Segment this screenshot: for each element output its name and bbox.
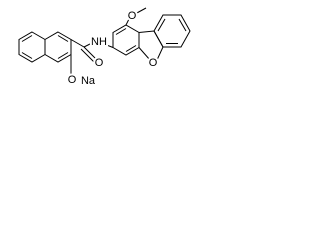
atom-label: Na bbox=[81, 75, 96, 87]
bond bbox=[138, 47, 151, 61]
double-bond bbox=[125, 45, 137, 52]
atom-label: O bbox=[128, 10, 137, 22]
double-bond bbox=[178, 18, 187, 32]
double-bond bbox=[57, 35, 69, 42]
bond bbox=[134, 7, 147, 15]
ring bbox=[153, 14, 191, 48]
double-bond bbox=[21, 35, 33, 42]
atom-label: O bbox=[95, 57, 104, 69]
double-bond bbox=[80, 48, 95, 63]
double-bond bbox=[57, 52, 69, 59]
atom-label: NH bbox=[91, 36, 107, 48]
ring bbox=[44, 31, 72, 63]
bond bbox=[103, 43, 114, 48]
atom-label: O bbox=[68, 74, 77, 86]
ring bbox=[112, 24, 140, 56]
double-bond bbox=[157, 18, 166, 32]
atom-label: O bbox=[149, 57, 158, 69]
page: O NH O O O Na (() => { const data = JSON… bbox=[0, 0, 320, 100]
double-bond bbox=[115, 28, 127, 35]
ring bbox=[18, 31, 46, 63]
bond bbox=[70, 39, 85, 48]
bond bbox=[125, 18, 130, 26]
bond bbox=[83, 46, 98, 61]
bond bbox=[83, 41, 95, 48]
structure-diagram: O NH O O O Na bbox=[18, 7, 191, 89]
bonds bbox=[18, 7, 191, 74]
bond bbox=[138, 30, 164, 61]
double-bond bbox=[21, 52, 33, 59]
